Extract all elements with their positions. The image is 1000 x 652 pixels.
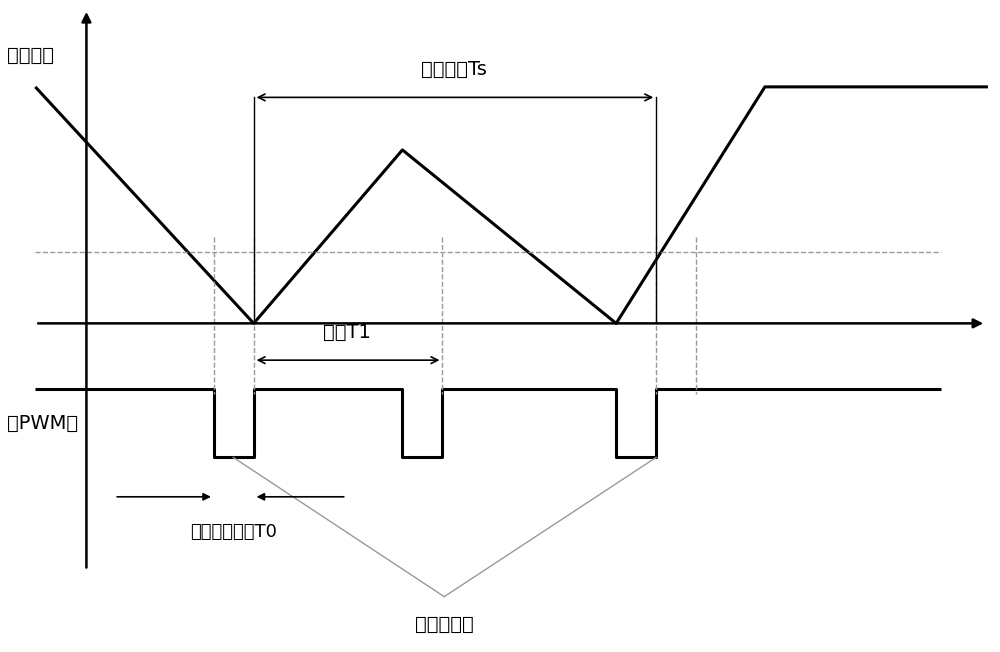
- Text: 三角载波: 三角载波: [7, 46, 54, 65]
- Text: 相PWM波: 相PWM波: [7, 414, 79, 433]
- Text: 电流采样窗口T0: 电流采样窗口T0: [190, 523, 277, 541]
- Text: 脉宽T1: 脉宽T1: [323, 323, 371, 342]
- Text: 采样周期Ts: 采样周期Ts: [421, 60, 486, 79]
- Text: 电流采样点: 电流采样点: [415, 615, 474, 634]
